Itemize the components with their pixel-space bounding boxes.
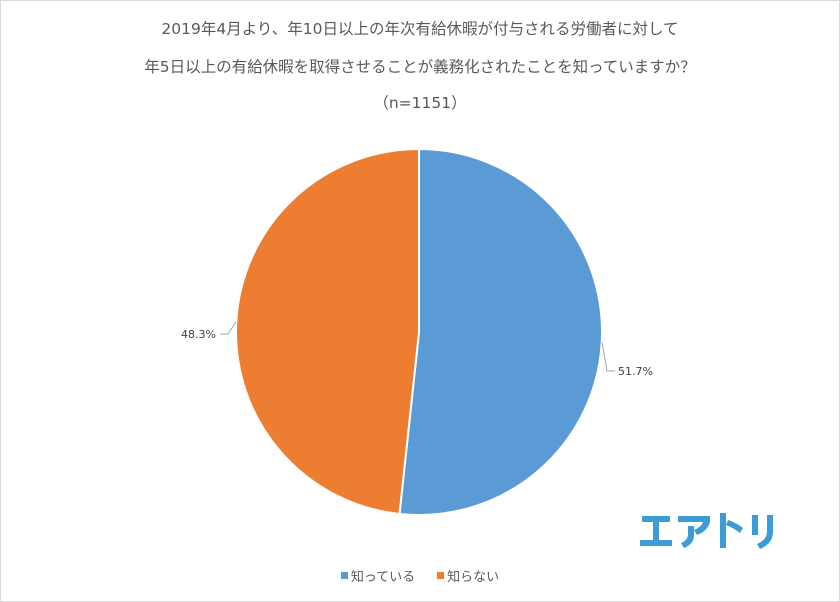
legend-label-know: 知っている: [350, 570, 416, 585]
legend-swatch-blue: [340, 572, 348, 579]
legend-item-know: 知っている: [340, 566, 416, 585]
pie-slice-dont-know: [235, 147, 420, 516]
airtrip-logo: [640, 511, 790, 557]
legend-swatch-orange: [437, 572, 445, 579]
logo-icon: [640, 513, 773, 549]
chart-title-sample-size: （n=1151）: [373, 94, 467, 112]
leader-line-know: [601, 341, 615, 372]
chart-title-line-1: 2019年4月より、年10日以上の年次有給休暇が付与される労働者に対して: [161, 20, 679, 38]
pie-slice-know: [398, 147, 603, 516]
data-label-know: 51.7%: [618, 365, 653, 378]
legend-label-dont-know: 知らない: [447, 570, 500, 585]
leader-line-dont-know: [220, 321, 237, 335]
chart-title-line-2: 年5日以上の有給休暇を取得させることが義務化されたことを知っていますか？: [144, 58, 696, 76]
chart-legend: 知っている 知らない: [0, 566, 840, 585]
legend-item-dont-know: 知らない: [437, 566, 499, 585]
data-label-dont-know: 48.3%: [181, 328, 216, 341]
pie-slices: [235, 147, 603, 516]
